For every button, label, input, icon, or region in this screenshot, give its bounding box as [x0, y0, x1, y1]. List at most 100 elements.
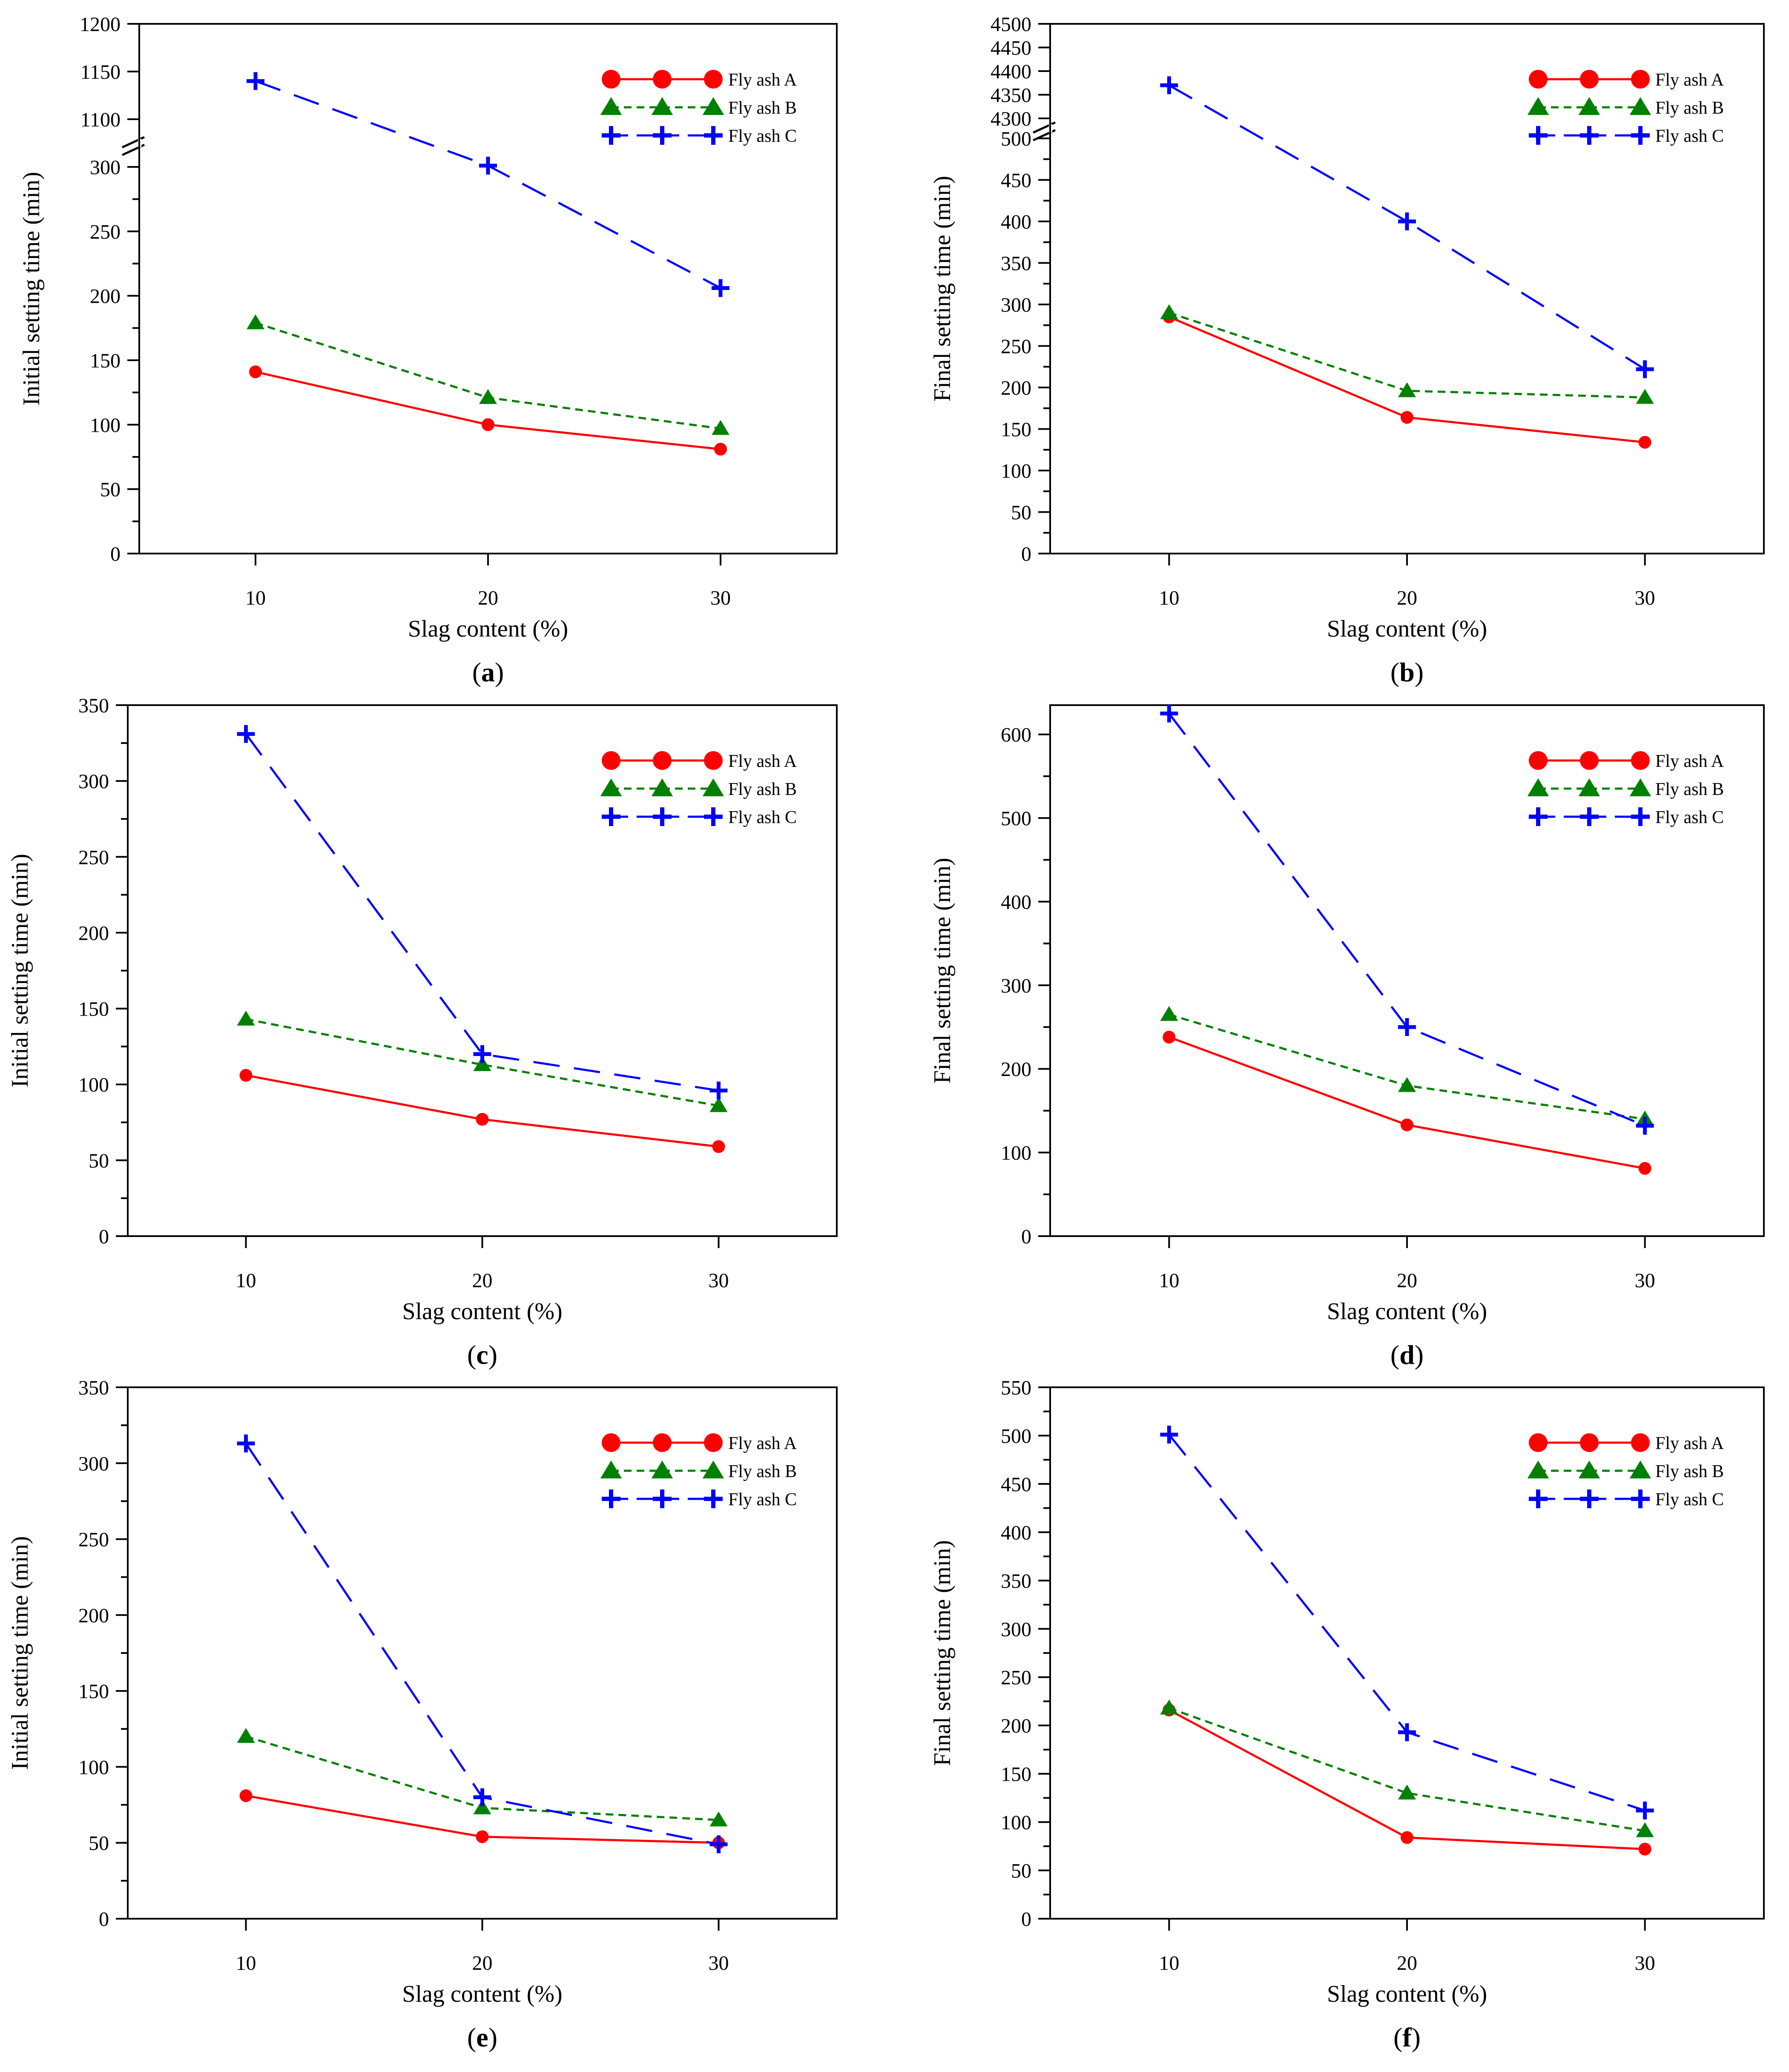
data-point — [237, 1010, 255, 1026]
legend-label: Fly ash B — [728, 780, 797, 799]
x-axis-label: Slag content (%) — [408, 616, 568, 642]
legend-label: Fly ash C — [1655, 1490, 1724, 1510]
data-point — [1398, 212, 1416, 230]
x-tick-label: 10 — [236, 1952, 256, 1974]
legend-label: Fly ash B — [1655, 1462, 1724, 1481]
x-tick-label: 10 — [236, 1269, 256, 1292]
data-point — [1401, 1118, 1413, 1131]
y-tick-label: 200 — [90, 285, 121, 308]
data-point — [1636, 1116, 1654, 1135]
legend-marker — [1580, 1489, 1599, 1508]
y-tick-label: 50 — [1011, 1860, 1031, 1883]
y-tick-label: 300 — [1001, 975, 1031, 997]
legend-marker — [704, 126, 723, 145]
series-line-fly-ash-c — [255, 80, 721, 289]
legend-marker — [1529, 70, 1548, 89]
data-point — [1398, 1723, 1416, 1742]
y-tick-label: 250 — [78, 846, 109, 869]
y-axis-label: Final setting time (min) — [929, 1540, 956, 1766]
data-point — [1638, 1162, 1651, 1175]
panel-caption: (d) — [1390, 1340, 1424, 1370]
legend-marker — [653, 70, 672, 89]
legend-marker — [1578, 1461, 1600, 1478]
legend-label: Fly ash C — [728, 1490, 797, 1510]
data-point — [1160, 1006, 1178, 1021]
caption-letter: b — [1399, 657, 1415, 687]
y-axis-label: Final setting time (min) — [929, 858, 956, 1083]
series-line-fly-ash-b — [255, 321, 721, 430]
y-tick-label: 0 — [99, 1225, 109, 1248]
x-axis-label: Slag content (%) — [1327, 616, 1487, 642]
y-tick-label: 100 — [1001, 1142, 1031, 1165]
y-tick-label: 100 — [90, 414, 121, 436]
x-tick-label: 10 — [1159, 1952, 1179, 1974]
legend-marker — [1629, 97, 1651, 115]
legend-label: Fly ash C — [1655, 808, 1724, 827]
data-point — [473, 1056, 491, 1071]
y-tick-label: 450 — [1001, 169, 1031, 192]
x-axis-label: Slag content (%) — [402, 1298, 562, 1325]
legend-marker — [704, 807, 723, 826]
series-line-fly-ash-c — [245, 1443, 719, 1845]
legend-marker — [602, 1489, 620, 1508]
x-tick-label: 20 — [472, 1952, 493, 1974]
data-point — [1160, 304, 1178, 319]
data-point — [473, 1788, 491, 1806]
chart-panel-d: 0 100 200 300 400 500 600 10 20 30 Slag content (%… — [929, 704, 1765, 1370]
y-tick-label: 250 — [1001, 1667, 1031, 1689]
legend-label: Fly ash B — [728, 1462, 797, 1481]
y-tick-label: 4450 — [991, 37, 1031, 60]
y-tick-label: 200 — [78, 1604, 109, 1627]
y-tick-label: 50 — [1011, 502, 1031, 524]
data-point — [239, 1789, 253, 1802]
y-tick-label: 350 — [78, 694, 109, 717]
legend-label: Fly ash A — [1655, 70, 1724, 90]
data-point — [709, 1835, 728, 1854]
y-axis-label: Initial setting time (min) — [18, 172, 45, 405]
legend-marker — [1631, 126, 1650, 145]
y-tick-label: 150 — [1001, 1763, 1031, 1786]
data-point — [1636, 360, 1654, 379]
y-tick-label: 0 — [99, 1908, 109, 1931]
chart-panel-c: 0 50 100 150 200 250 300 350 10 20 30 Slag content … — [7, 694, 838, 1370]
data-point — [237, 1434, 255, 1452]
legend-marker — [1629, 778, 1651, 796]
data-point — [712, 279, 729, 297]
legend-marker — [1578, 97, 1600, 115]
legend-marker — [702, 1461, 724, 1478]
legend-marker — [702, 97, 724, 115]
chart-panel-a: 0 50 100 150 200 250 300 1100 1150 1200 10 20 30 Slag… — [18, 13, 838, 687]
legend-label: Fly ash A — [728, 1434, 797, 1453]
y-tick-label: 500 — [1001, 1425, 1031, 1447]
data-point — [479, 156, 497, 175]
x-tick-label: 30 — [1635, 587, 1655, 609]
series-line-fly-ash-a — [246, 1074, 719, 1148]
legend-label: Fly ash A — [728, 752, 797, 771]
caption-paren-close: ) — [1415, 657, 1424, 687]
y-axis-label: Initial setting time (min) — [7, 854, 33, 1088]
legend-marker — [1529, 751, 1548, 770]
y-tick-label: 150 — [90, 350, 121, 372]
caption-paren-open: ( — [1390, 1340, 1399, 1370]
panel-caption: (e) — [467, 2022, 497, 2052]
y-tick-label: 100 — [1001, 1811, 1031, 1834]
y-tick-label: 4300 — [991, 108, 1031, 130]
legend-marker — [600, 97, 622, 115]
panel-caption: (b) — [1390, 657, 1424, 687]
y-tick-label: 0 — [1021, 543, 1031, 565]
data-point — [479, 389, 497, 404]
y-tick-label: 200 — [1001, 1058, 1031, 1081]
y-tick-label: 4350 — [991, 84, 1031, 107]
caption-letter: d — [1399, 1340, 1415, 1370]
y-tick-label: 300 — [1001, 1618, 1031, 1641]
data-point — [1398, 1018, 1416, 1036]
caption-paren-close: ) — [495, 657, 504, 687]
caption-paren-open: ( — [467, 1340, 476, 1370]
caption-paren-close: ) — [488, 2022, 497, 2052]
y-tick-label: 100 — [78, 1074, 109, 1096]
y-tick-label: 100 — [78, 1756, 109, 1779]
data-point — [1638, 436, 1651, 449]
caption-letter: a — [481, 657, 495, 687]
legend-marker — [600, 1461, 622, 1478]
legend-label: Fly ash A — [1655, 752, 1724, 771]
